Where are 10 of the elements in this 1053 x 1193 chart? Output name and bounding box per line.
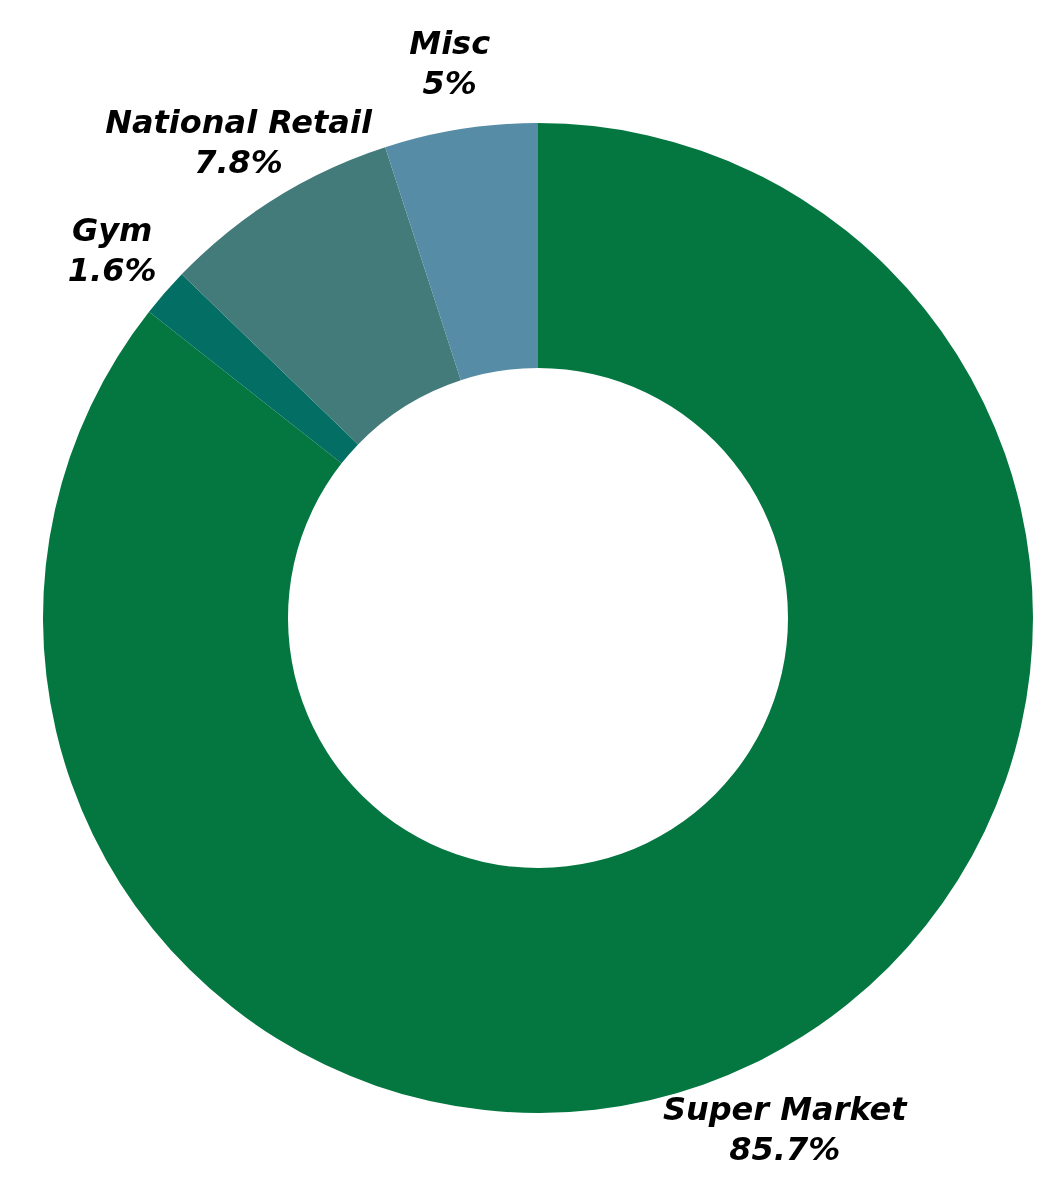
slice-label: Gym <box>71 210 153 249</box>
donut-slice <box>181 147 461 445</box>
slice-label: National Retail <box>105 102 373 141</box>
data-label: 85.7% <box>729 1130 841 1169</box>
slice-label: Misc <box>409 23 491 62</box>
data-label: 7.8% <box>194 142 283 181</box>
data-label: 5% <box>422 63 477 102</box>
slice-label: Super Market <box>662 1090 909 1129</box>
data-label: 1.6% <box>67 250 157 289</box>
donut-slice <box>385 123 538 381</box>
